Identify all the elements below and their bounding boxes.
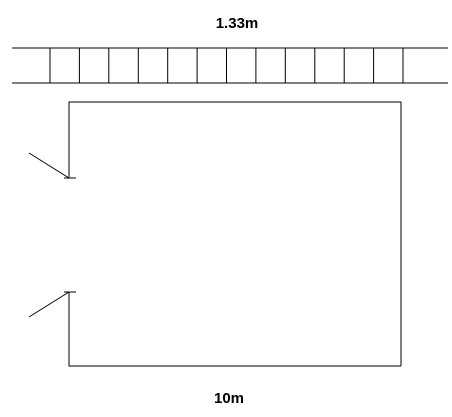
fence-width-label: 1.33m: [216, 15, 259, 32]
door-lower-leaf: [28, 291, 70, 318]
room-upper-wall: [68, 101, 402, 366]
fence-strip: [12, 47, 448, 84]
room-length-label: 10m: [214, 390, 244, 407]
room-lower-wall: [68, 292, 401, 367]
fence-posts: [49, 48, 404, 83]
door-upper-leaf: [28, 152, 70, 179]
room-outline: [28, 101, 402, 367]
